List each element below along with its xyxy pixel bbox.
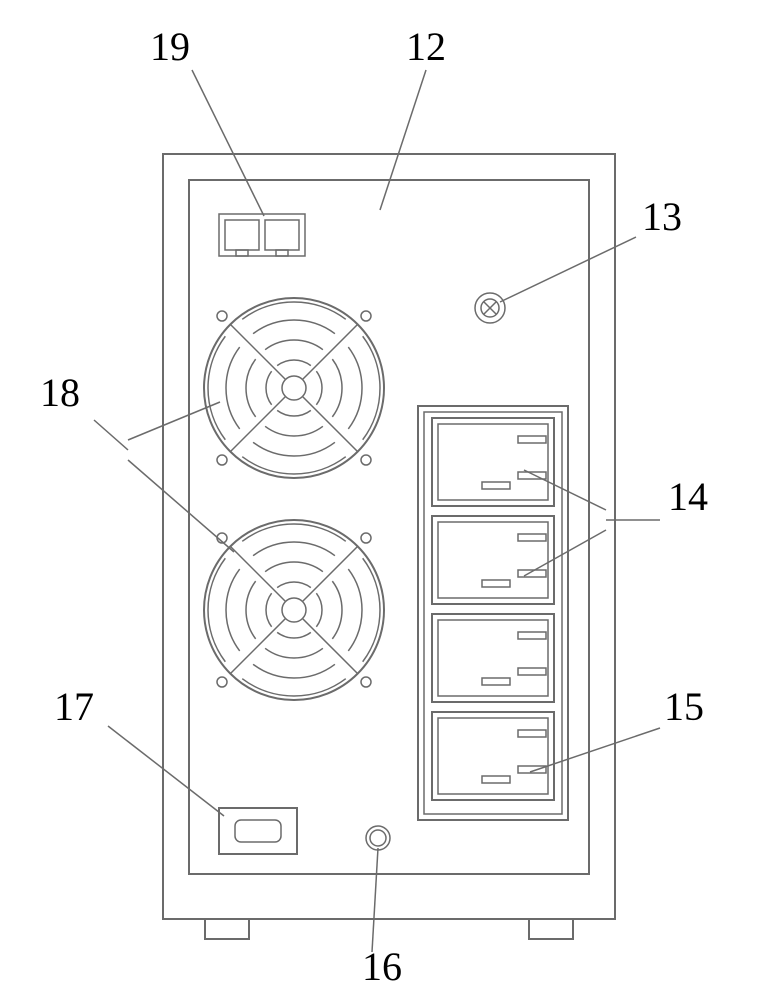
power-switch-frame xyxy=(219,808,297,854)
callout-15: 15 xyxy=(664,684,704,729)
outlet-1 xyxy=(432,516,554,604)
leader-17 xyxy=(108,726,224,816)
callout-16: 16 xyxy=(362,944,402,989)
leader-12 xyxy=(380,70,426,210)
fan-0 xyxy=(204,298,384,478)
outlet-1-slot-a xyxy=(518,534,546,541)
leader-16 xyxy=(372,848,378,952)
callout-12: 12 xyxy=(406,24,446,69)
fuse-16-inner xyxy=(370,830,386,846)
leader-14-0 xyxy=(524,470,606,510)
leader-14-1 xyxy=(524,530,606,576)
callout-19: 19 xyxy=(150,24,190,69)
leader-19 xyxy=(192,70,264,216)
outlet-2-slot-a xyxy=(518,632,546,639)
power-switch-rocker xyxy=(235,820,281,842)
leader-18-1 xyxy=(128,460,234,552)
leader-15 xyxy=(530,728,660,772)
comm-port-tab-1 xyxy=(276,250,288,256)
callout-13: 13 xyxy=(642,194,682,239)
outer-case xyxy=(163,154,615,919)
leader-18-stem xyxy=(94,420,128,450)
leader-18-0 xyxy=(128,402,220,440)
outlet-0 xyxy=(432,418,554,506)
inner-panel xyxy=(189,180,589,874)
foot-0 xyxy=(205,919,249,939)
outlet-3-slot-a xyxy=(518,730,546,737)
callout-14: 14 xyxy=(668,474,708,519)
comm-port-tab-0 xyxy=(236,250,248,256)
outlet-3-slot-c xyxy=(482,776,510,783)
callout-17: 17 xyxy=(54,684,94,729)
outlet-2-slot-c xyxy=(482,678,510,685)
outlet-2 xyxy=(432,614,554,702)
outlet-0-slot-a xyxy=(518,436,546,443)
foot-1 xyxy=(529,919,573,939)
outlet-0-slot-c xyxy=(482,482,510,489)
comm-port-1 xyxy=(265,220,299,250)
fan-1 xyxy=(204,520,384,700)
callout-18: 18 xyxy=(40,370,80,415)
outlet-2-slot-b xyxy=(518,668,546,675)
outlet-1-slot-c xyxy=(482,580,510,587)
comm-port-0 xyxy=(225,220,259,250)
outlet-3 xyxy=(432,712,554,800)
